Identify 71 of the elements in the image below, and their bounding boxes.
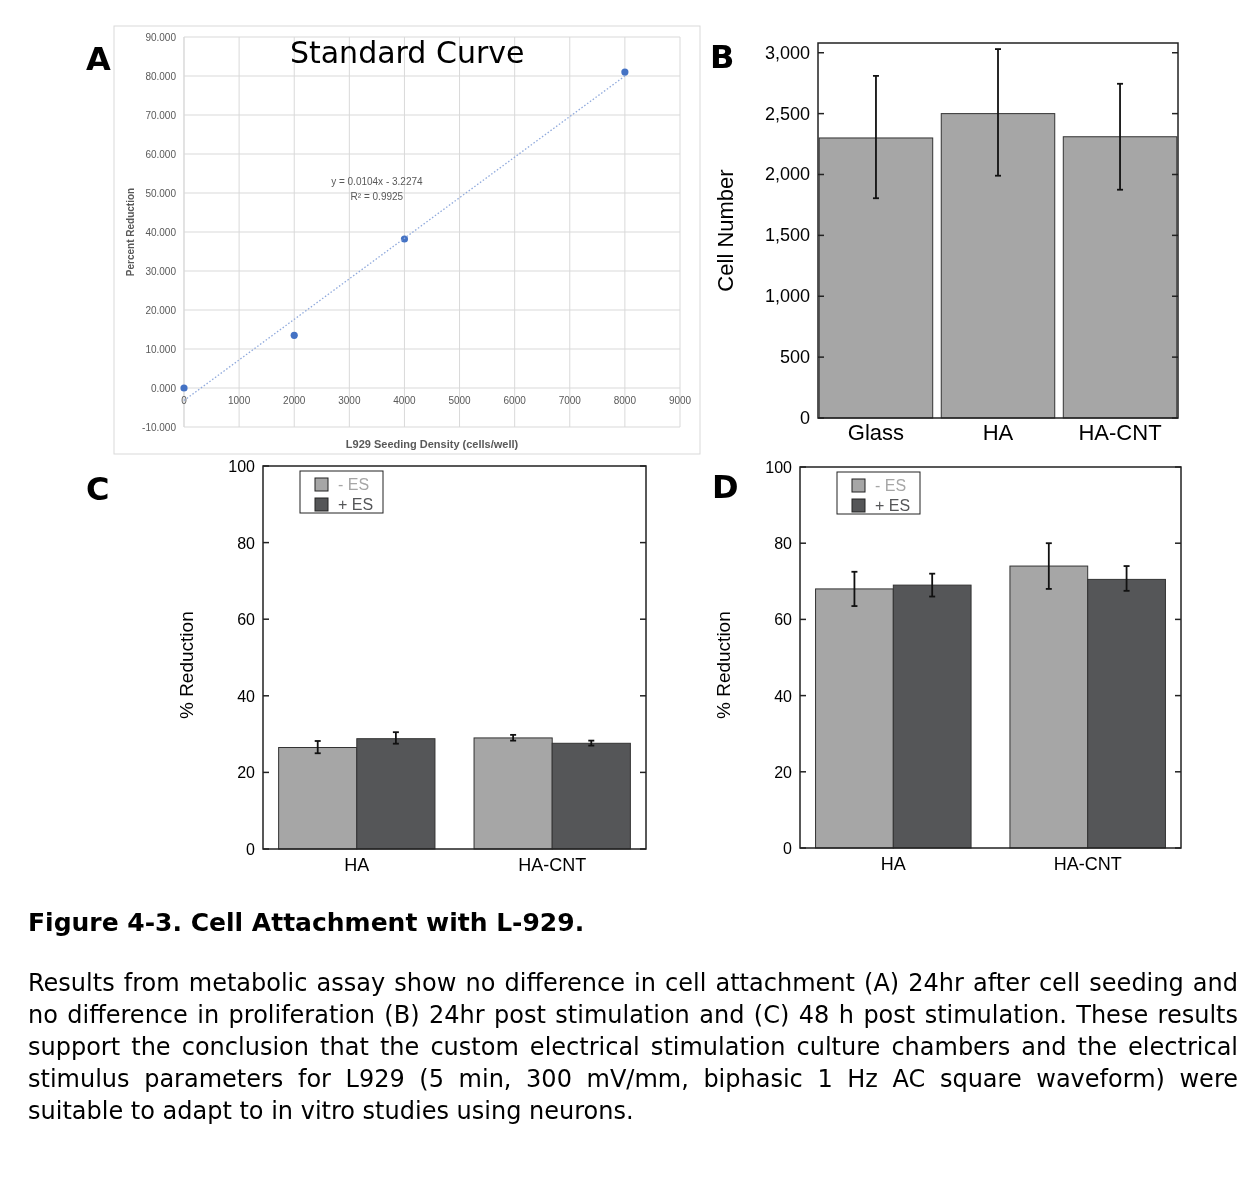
y-tick-label: 60 xyxy=(774,611,793,629)
y-tick-label: 500 xyxy=(779,347,810,368)
y-tick-label: 1,000 xyxy=(764,286,810,307)
y-tick-label: 70.000 xyxy=(145,109,177,121)
legend-label: + ES xyxy=(338,496,374,513)
x-tick-label: Glass xyxy=(847,420,905,445)
chart-title: Standard Curve xyxy=(289,35,525,70)
text: D xyxy=(712,468,739,506)
y-tick-label: 50.000 xyxy=(145,187,177,199)
y-axis-title: Percent Reduction xyxy=(125,187,136,277)
point xyxy=(180,384,188,392)
bar xyxy=(940,113,1056,419)
point xyxy=(621,68,629,76)
y-tick-label: 100 xyxy=(765,459,793,476)
y-tick-label: 20 xyxy=(774,763,793,781)
y-tick-label: 10.000 xyxy=(145,343,177,355)
y-tick-label: 2,000 xyxy=(764,164,810,185)
text: B xyxy=(710,38,735,76)
y-tick-label: 90.000 xyxy=(145,31,177,43)
y-tick-label: 0 xyxy=(783,840,793,857)
y-tick-label: 40 xyxy=(237,687,256,705)
y-tick-label: 20 xyxy=(237,764,256,782)
text: A xyxy=(86,40,111,78)
y-tick-label: 80 xyxy=(774,535,793,553)
x-tick-label: 6000 xyxy=(503,395,527,406)
y-tick-label: -10.000 xyxy=(142,421,177,433)
bar xyxy=(818,137,934,419)
y-tick-label: 80 xyxy=(237,534,256,552)
y-tick-label: 20.000 xyxy=(145,304,177,316)
y-tick-label: 60.000 xyxy=(145,148,177,160)
y-tick-label: 100 xyxy=(228,458,256,475)
annotation: R² = 0.9925 xyxy=(350,191,404,203)
y-axis-title: Cell Number xyxy=(713,169,738,292)
y-tick-label: 80.000 xyxy=(145,70,177,82)
x-tick-label: 7000 xyxy=(558,395,582,406)
caption: Figure 4-3. Cell Attachment with L-929. xyxy=(28,908,586,937)
x-tick-label: 3000 xyxy=(338,395,361,406)
x-tick-label: 2000 xyxy=(283,395,306,406)
x-tick-label: 9000 xyxy=(668,395,692,406)
y-tick-label: 0 xyxy=(246,841,256,858)
y-tick-label: 1,500 xyxy=(764,225,810,246)
text: Results from metabolic assay show no difference in cell attachment (A) 24hr after cell seeding and no difference in proliferation (B) 24hr post stimulation and (C) 48 h post stimulation. These results support the conclusion that the custom electrical stimulation culture chambers and the electrical stimulus parameters for L929 (5 min, 300 mV/mm, biphasic 1 Hz AC square waveform) were suitable to adapt to in vitro studies using neurons. xyxy=(28,968,1238,1127)
x-axis-title: L929 Seeding Density (cells/well) xyxy=(345,438,519,450)
x-tick-label: HA-CNT xyxy=(1078,420,1162,445)
y-tick-label: 60 xyxy=(237,611,256,629)
x-tick-label: 8000 xyxy=(613,395,637,406)
y-tick-label: 2,500 xyxy=(764,103,810,124)
legend-label: - ES xyxy=(338,476,370,493)
text: C xyxy=(86,470,110,508)
annotation: y = 0.0104x - 3.2274 xyxy=(331,176,424,188)
y-tick-label: 40.000 xyxy=(145,226,177,238)
y-axis-title: % Reduction xyxy=(176,611,197,720)
x-tick-label: 0 xyxy=(181,395,188,406)
legend-label: - ES xyxy=(875,477,907,494)
x-tick-label: 4000 xyxy=(393,395,416,406)
legend-label: + ES xyxy=(875,497,911,514)
y-axis-title: % Reduction xyxy=(713,611,734,719)
x-tick-label: HA xyxy=(982,420,1014,445)
x-tick-label: HA xyxy=(880,854,906,874)
x-tick-label: 1000 xyxy=(227,395,251,406)
bar xyxy=(1062,136,1178,419)
x-tick-label: HA xyxy=(344,855,370,875)
point xyxy=(290,331,298,339)
point xyxy=(400,235,409,243)
x-tick-label: 5000 xyxy=(448,395,472,406)
y-tick-label: 3,000 xyxy=(764,42,810,63)
y-tick-label: 40 xyxy=(774,687,793,705)
y-tick-label: 30.000 xyxy=(145,265,177,277)
y-tick-label: 0.000 xyxy=(150,382,177,394)
x-tick-label: HA-CNT xyxy=(518,855,587,875)
x-tick-label: HA-CNT xyxy=(1053,854,1122,874)
